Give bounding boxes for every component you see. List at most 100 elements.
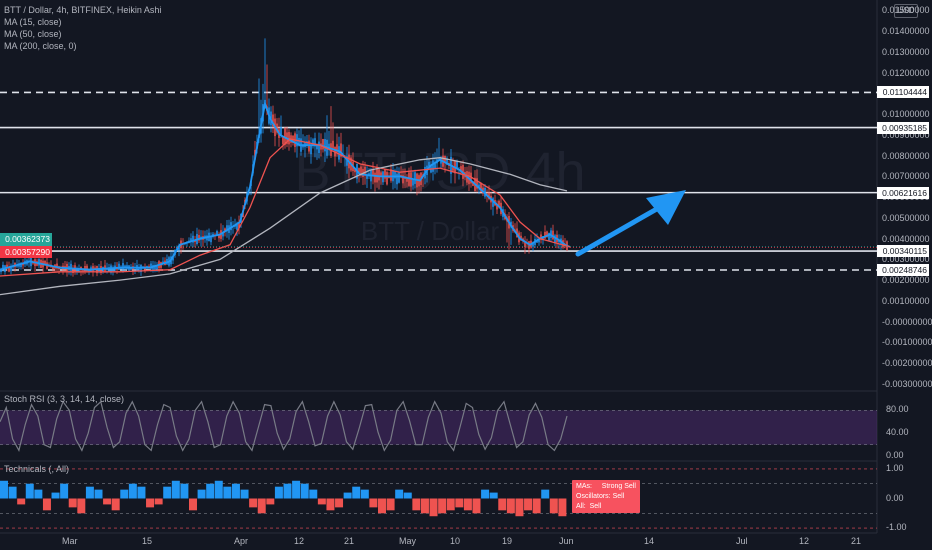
candle-body bbox=[324, 139, 326, 152]
technicals-bar bbox=[360, 489, 369, 499]
signal-row-oscillators: Oscillators: Sell bbox=[576, 493, 625, 500]
candle-body bbox=[20, 263, 22, 268]
legend-ma15[interactable]: MA (15, close) bbox=[4, 17, 62, 27]
technicals-bar bbox=[257, 498, 266, 514]
technicals-bar bbox=[463, 498, 472, 511]
candle-body bbox=[414, 172, 416, 184]
candle-body bbox=[150, 263, 152, 269]
candle-body bbox=[276, 123, 278, 133]
candle-body bbox=[190, 238, 192, 242]
stoch-rsi-title[interactable]: Stoch RSI (3, 3, 14, 14, close) bbox=[4, 394, 125, 404]
candle-body bbox=[390, 169, 392, 181]
candle-body bbox=[552, 230, 554, 240]
technicals-bar bbox=[524, 498, 533, 511]
candle-body bbox=[398, 172, 400, 183]
technicals-bar bbox=[51, 492, 60, 499]
price-tag-label: 0.00362373 bbox=[0, 233, 52, 246]
candle-body bbox=[336, 144, 338, 153]
candle-body bbox=[372, 169, 374, 177]
candle-body bbox=[2, 264, 4, 270]
technicals-bar bbox=[292, 480, 301, 499]
technicals-bar bbox=[403, 492, 412, 499]
level-price-label: 0.00935185 bbox=[877, 121, 929, 134]
price-tick-label: 0.00500000 bbox=[882, 212, 930, 223]
candle-body bbox=[218, 234, 220, 239]
candle-body bbox=[124, 265, 126, 268]
technicals-bar bbox=[163, 486, 172, 499]
candle-body bbox=[76, 268, 78, 273]
candle-body bbox=[0, 268, 2, 273]
signal-row-all: All: Sell bbox=[576, 503, 602, 510]
technicals-bar bbox=[34, 489, 43, 499]
stoch-tick-label: 40.00 bbox=[886, 427, 909, 438]
stoch-band bbox=[0, 410, 877, 445]
candle-body bbox=[402, 175, 404, 184]
signal-row-mas: MAs: Strong Sell bbox=[576, 483, 636, 490]
ma-line bbox=[0, 138, 571, 277]
technicals-bar bbox=[326, 498, 335, 511]
legend-ma50[interactable]: MA (50, close) bbox=[4, 29, 62, 39]
candle-body bbox=[72, 268, 74, 274]
technicals-bar bbox=[60, 483, 69, 499]
time-axis-label: 21 bbox=[344, 536, 355, 546]
time-axis-label: 21 bbox=[851, 536, 862, 546]
price-tick-label: 0.01300000 bbox=[882, 46, 930, 57]
price-tick-label: 0.01400000 bbox=[882, 26, 930, 37]
candle-body bbox=[358, 168, 360, 175]
legend-symbol[interactable]: BTT / Dollar, 4h, BITFINEX, Heikin Ashi bbox=[4, 5, 162, 15]
candle-body bbox=[332, 140, 334, 150]
price-tick-label: 0.00100000 bbox=[882, 295, 930, 306]
currency-badge[interactable]: USD bbox=[894, 4, 918, 18]
candle-body bbox=[154, 264, 156, 270]
price-tick-label: -0.00200000 bbox=[882, 358, 932, 369]
candle-body bbox=[282, 136, 284, 145]
candle-body bbox=[366, 174, 368, 179]
technicals-bar bbox=[77, 498, 86, 514]
candle-body bbox=[226, 225, 228, 232]
technicals-bar bbox=[128, 483, 137, 499]
candle-body bbox=[198, 235, 200, 241]
technicals-bar bbox=[335, 498, 344, 508]
candle-body bbox=[10, 265, 12, 272]
candle-body bbox=[492, 198, 494, 207]
technicals-bar bbox=[274, 486, 283, 499]
time-axis-label: 12 bbox=[799, 536, 810, 546]
technicals-bar bbox=[137, 486, 146, 499]
time-axis-label: Jun bbox=[559, 536, 574, 546]
technicals-bar bbox=[214, 480, 223, 499]
candle-body bbox=[386, 172, 388, 185]
technicals-bar bbox=[206, 483, 215, 499]
price-tick-label: -0.00100000 bbox=[882, 337, 932, 348]
price-tick-label: 0.00800000 bbox=[882, 150, 930, 161]
watermark-pair: BTT / Dollar bbox=[361, 216, 500, 246]
level-price-label: 0.00248746 bbox=[877, 263, 929, 276]
legend-ma200[interactable]: MA (200, close, 0) bbox=[4, 41, 77, 51]
candle-body bbox=[88, 269, 90, 273]
candle-body bbox=[328, 143, 330, 149]
technicals-bar bbox=[429, 498, 438, 517]
candle-body bbox=[496, 203, 498, 210]
candle-body bbox=[314, 138, 316, 147]
candle-body bbox=[396, 173, 398, 185]
time-axis-label: Jul bbox=[736, 536, 748, 546]
candle-body bbox=[138, 267, 140, 271]
candle-body bbox=[84, 265, 86, 271]
technicals-title[interactable]: Technicals (, All) bbox=[4, 464, 70, 474]
technicals-bar bbox=[8, 486, 17, 499]
technicals-bar bbox=[558, 498, 567, 517]
candle-body bbox=[548, 232, 550, 241]
technicals-bar bbox=[231, 483, 240, 499]
technicals-tick-label: 1.00 bbox=[886, 462, 904, 473]
time-axis-label: 10 bbox=[450, 536, 461, 546]
candle-body bbox=[478, 184, 480, 188]
candle-body bbox=[380, 172, 382, 177]
price-tick-label: 0.01200000 bbox=[882, 67, 930, 78]
candle-body bbox=[280, 127, 282, 136]
level-price-label: 0.00621616 bbox=[877, 186, 929, 199]
candle-body bbox=[472, 181, 474, 186]
candle-body bbox=[554, 235, 556, 244]
time-axis-label: 19 bbox=[502, 536, 513, 546]
candle-body bbox=[112, 267, 114, 271]
